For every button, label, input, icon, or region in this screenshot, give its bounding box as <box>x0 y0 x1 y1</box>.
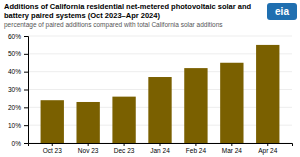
y-tick: 50% <box>8 50 28 57</box>
logo-text: eia <box>275 6 289 17</box>
y-tick-label: 50% <box>8 50 21 57</box>
logo-box <box>267 3 297 20</box>
x-tick: Mar 24 <box>222 143 243 154</box>
x-tick: Dec 23 <box>114 143 135 154</box>
y-tick: 20% <box>8 104 28 111</box>
text-line: percentage of paired additions compared … <box>4 21 223 29</box>
y-tick-label: 10% <box>8 122 21 129</box>
x-tick-label: Jan 24 <box>150 147 170 154</box>
grid-line <box>28 36 292 37</box>
text-line: battery paired systems (Oct 2023–Apr 202… <box>4 11 160 20</box>
y-tick-label: 60% <box>8 33 21 40</box>
x-tick-mark <box>267 143 268 146</box>
grid <box>28 36 292 143</box>
y-tick-label: 0% <box>12 140 22 147</box>
x-tick-label: Oct 23 <box>43 147 63 154</box>
y-tick-mark <box>24 36 28 37</box>
x-tick-mark <box>195 143 196 146</box>
x-tick-mark <box>52 143 53 146</box>
y-tick-mark <box>24 90 28 91</box>
x-tick-mark <box>231 143 232 146</box>
grid-line <box>28 71 292 72</box>
y-tick-label: 40% <box>8 68 21 75</box>
grid-line <box>28 53 292 54</box>
logo: eia <box>267 3 297 20</box>
x-axis: Oct 23 Nov 23 Dec 23 Jan 24 Feb 24 Mar 24 Apr … <box>29 143 293 155</box>
bar <box>41 100 64 143</box>
y-tick-mark <box>24 143 28 144</box>
chart-container: eia Additions of California residential n… <box>0 0 300 157</box>
x-axis-line <box>29 144 293 147</box>
y-tick: 10% <box>8 122 28 129</box>
x-tick: Oct 23 <box>43 143 63 154</box>
x-tick-label: Dec 23 <box>114 147 135 154</box>
x-tick-mark <box>88 143 89 146</box>
y-tick-mark <box>24 54 28 55</box>
x-tick-label: Feb 24 <box>186 147 207 154</box>
x-tick-mark <box>160 143 161 146</box>
y-tick: 60% <box>8 33 28 40</box>
y-tick-label: 30% <box>8 86 21 93</box>
bar <box>112 97 135 143</box>
y-tick-label: 20% <box>8 104 21 111</box>
x-tick: Jan 24 <box>150 143 170 154</box>
y-tick-mark <box>24 72 28 73</box>
y-tick-mark <box>24 125 28 126</box>
title: Additions of California residential net-… <box>4 2 252 20</box>
x-tick-label: Nov 23 <box>78 147 99 154</box>
y-tick: 30% <box>8 86 28 93</box>
x-tick-label: Apr 24 <box>258 147 278 155</box>
x-tick: Feb 24 <box>186 143 207 154</box>
x-tick-mark <box>124 143 125 146</box>
x-tick-label: Mar 24 <box>222 147 243 154</box>
x-tick: Nov 23 <box>78 143 99 154</box>
subtitle: percentage of paired additions compared … <box>4 21 223 29</box>
text-line: Additions of California residential net-… <box>4 2 252 11</box>
y-tick: 40% <box>8 68 28 75</box>
y-tick-mark <box>24 107 28 108</box>
bar <box>184 68 207 143</box>
y-axis: 0% 10% 20% 30% 40% 50% 60% <box>8 33 29 147</box>
chart-svg: eia Additions of California residential n… <box>0 0 300 157</box>
y-axis-line <box>24 37 29 144</box>
y-tick: 0% <box>12 140 28 147</box>
x-tick: Apr 24 <box>258 143 278 155</box>
bar <box>76 102 99 143</box>
plot: 0% 10% 20% 30% 40% 50% 60% Oct 23 Nov 23 Dec 23 Ja… <box>8 33 293 155</box>
bars <box>41 45 280 143</box>
bar <box>256 45 279 143</box>
bar <box>220 63 243 143</box>
bar <box>148 77 171 143</box>
